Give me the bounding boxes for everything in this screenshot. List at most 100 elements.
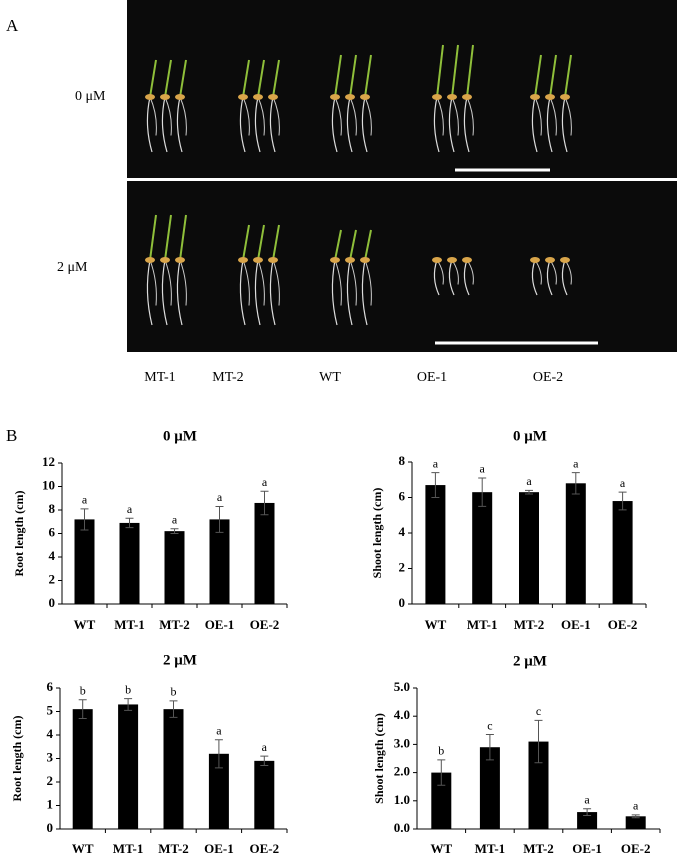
seedling-shoot — [549, 54, 557, 98]
y-tick-label: 4 — [399, 524, 406, 539]
seedling-root — [448, 96, 455, 153]
seedling-root — [561, 96, 568, 153]
seedling-root — [331, 96, 338, 153]
seedling-shoot — [436, 44, 444, 98]
error-bar — [437, 759, 446, 786]
seedling-root — [242, 259, 250, 306]
bar — [565, 483, 586, 604]
seed — [432, 257, 442, 263]
y-tick-label: 0 — [47, 820, 54, 835]
y-axis-title: Root length (cm) — [10, 716, 24, 802]
genotype-label: MT-2 — [212, 370, 243, 385]
x-tick-label: MT-2 — [158, 841, 189, 856]
bar — [472, 492, 493, 604]
y-tick-label: 10 — [42, 477, 55, 492]
y-tick-label: 0.0 — [394, 820, 410, 835]
y-tick-label: 2 — [47, 773, 54, 788]
seed — [447, 94, 457, 100]
chart-title: 0 μM — [163, 428, 197, 444]
y-tick-label: 6 — [47, 679, 54, 694]
significance-letter: a — [620, 476, 626, 490]
seedling-root — [269, 96, 276, 153]
significance-letter: a — [584, 792, 590, 806]
seedling-root — [334, 259, 342, 306]
y-tick-label: 2.0 — [394, 764, 410, 779]
y-tick-label: 3.0 — [394, 735, 410, 750]
seedling-shoot — [179, 214, 187, 261]
y-tick-label: 2 — [49, 571, 56, 586]
seedling-shoot — [164, 59, 172, 98]
error-bar — [583, 808, 592, 816]
seed — [253, 257, 263, 263]
chart-title: 0 μM — [513, 428, 547, 444]
x-tick-label: WT — [430, 841, 452, 856]
significance-letter: a — [172, 513, 178, 527]
y-tick-label: 6 — [49, 524, 56, 539]
x-tick-label: OE-2 — [250, 617, 280, 632]
bar — [577, 812, 598, 829]
seed — [238, 94, 248, 100]
seedling-root — [549, 96, 557, 136]
error-bar — [80, 508, 89, 531]
bar — [254, 502, 275, 604]
significance-letter: a — [82, 493, 88, 507]
seedling-root — [257, 96, 265, 136]
y-tick-label: 8 — [399, 453, 406, 468]
seedling-shoot — [564, 54, 572, 98]
bar — [425, 485, 446, 604]
bar — [208, 753, 229, 829]
x-tick-label: MT-2 — [514, 617, 545, 632]
seed — [145, 257, 155, 263]
y-tick-label: 4 — [49, 548, 56, 563]
seedling-root — [254, 96, 261, 153]
seedling-shoot — [164, 214, 172, 261]
genotype-label: OE-1 — [417, 370, 447, 385]
panel-label: B — [6, 426, 17, 445]
seed — [160, 94, 170, 100]
seedling-root — [349, 259, 357, 306]
bar — [119, 522, 140, 604]
seedling-root — [361, 259, 368, 326]
error-bar — [214, 739, 223, 769]
error-bar — [525, 489, 533, 495]
x-tick-label: OE-1 — [572, 841, 602, 856]
error-bar — [260, 490, 269, 516]
seed — [360, 257, 370, 263]
error-bar — [478, 477, 487, 507]
seedling-root — [176, 259, 183, 326]
error-bar — [631, 814, 640, 819]
seedling-root — [254, 259, 261, 326]
seed — [530, 257, 540, 263]
bar — [612, 501, 633, 604]
error-bar — [170, 528, 179, 534]
x-tick-label: OE-1 — [204, 841, 234, 856]
row-label: 2 μM — [57, 260, 88, 275]
significance-letter: a — [262, 740, 268, 754]
seedling-shoot — [272, 59, 280, 98]
bar — [118, 704, 139, 829]
significance-letter: c — [487, 718, 492, 732]
seedling-root — [149, 96, 157, 136]
seedling-shoot — [149, 214, 157, 261]
error-bar — [431, 472, 440, 498]
significance-letter: b — [438, 744, 444, 758]
seed — [268, 94, 278, 100]
seedling-root — [269, 259, 276, 326]
seed — [560, 94, 570, 100]
seedling-root — [161, 259, 168, 326]
significance-letter: a — [433, 456, 439, 470]
significance-letter: a — [526, 474, 532, 488]
significance-letter: a — [480, 462, 486, 476]
genotype-label: MT-1 — [144, 370, 175, 385]
seed — [530, 94, 540, 100]
seedling-root — [272, 259, 280, 306]
x-tick-label: OE-1 — [205, 617, 235, 632]
error-bar — [215, 505, 224, 533]
seedling-root — [334, 96, 342, 136]
significance-letter: a — [216, 723, 222, 737]
seed — [545, 257, 555, 263]
bar — [479, 747, 500, 829]
seedling-root — [161, 96, 168, 153]
seedling-shoot — [451, 44, 459, 98]
